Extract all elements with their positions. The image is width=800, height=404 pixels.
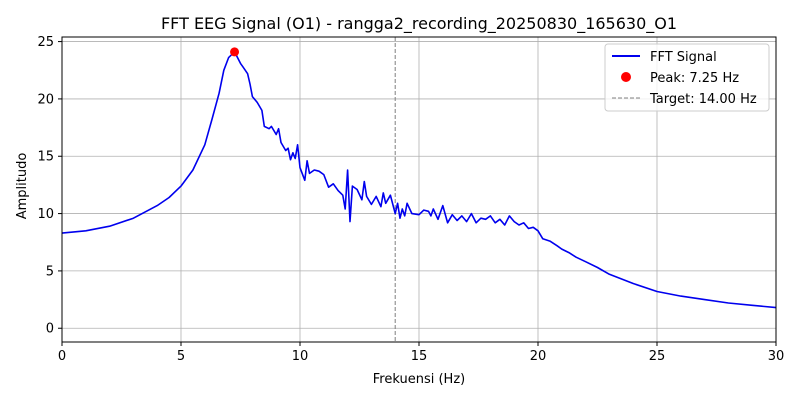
- legend-peak-marker: [621, 72, 631, 82]
- x-tick-label: 5: [177, 349, 185, 364]
- y-tick-label: 0: [46, 322, 54, 337]
- legend-fft-label: FFT Signal: [650, 50, 717, 65]
- y-tick-label: 10: [37, 207, 54, 222]
- y-tick-label: 20: [37, 92, 54, 107]
- y-tick-label: 25: [37, 35, 54, 50]
- legend-box: [604, 43, 770, 112]
- y-axis-label: Amplitudo: [15, 153, 30, 220]
- axis-ticks: 0 5 10 15 20 25 30 0 5 10 15 20 25: [37, 35, 784, 364]
- x-tick-label: 0: [58, 349, 66, 364]
- y-tick-label: 15: [37, 150, 54, 165]
- x-tick-label: 15: [411, 349, 428, 364]
- x-tick-label: 10: [292, 349, 309, 364]
- peak-layer: [230, 47, 240, 57]
- x-tick-label: 25: [649, 349, 666, 364]
- fft-signal-line: [61, 51, 777, 309]
- x-axis-label: Frekuensi (Hz): [373, 372, 465, 387]
- legend: FFT Signal Peak: 7.25 Hz Target: 14.00 H…: [604, 43, 770, 112]
- y-tick-label: 5: [46, 264, 54, 279]
- chart-title: FFT EEG Signal (O1) - rangga2_recording_…: [161, 14, 677, 34]
- legend-target-label: Target: 14.00 Hz: [649, 92, 757, 107]
- x-tick-label: 20: [530, 349, 547, 364]
- legend-peak-label: Peak: 7.25 Hz: [650, 71, 739, 86]
- series-layer: [61, 51, 777, 309]
- peak-marker: [230, 47, 240, 57]
- x-tick-label: 30: [768, 349, 785, 364]
